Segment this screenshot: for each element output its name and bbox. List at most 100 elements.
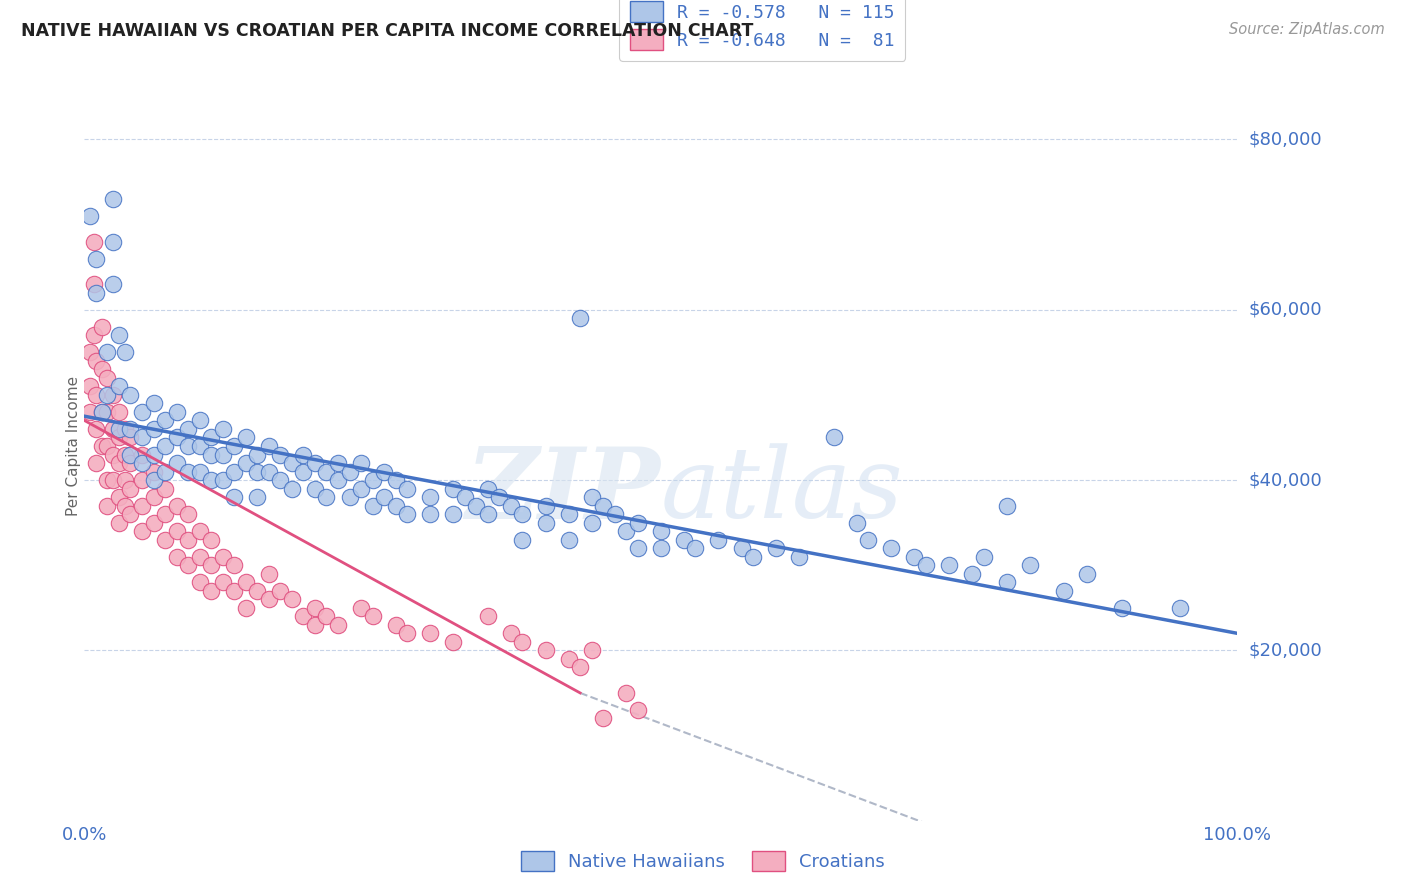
Point [361, 473, 384, 487]
Point [200, 473, 222, 487]
Point [103, 448, 124, 462]
Point [350, 600, 373, 615]
Point [200, 430, 222, 444]
Point [114, 499, 136, 513]
Point [765, 541, 787, 556]
Point [153, 507, 176, 521]
Point [592, 499, 614, 513]
Point [142, 465, 165, 479]
Point [114, 448, 136, 462]
Point [730, 541, 752, 556]
Point [315, 465, 337, 479]
Point [84, 422, 107, 436]
Point [614, 524, 637, 538]
Point [153, 465, 176, 479]
Point [96, 439, 118, 453]
Point [557, 652, 579, 666]
Point [131, 499, 153, 513]
Point [973, 549, 995, 564]
Point [373, 465, 395, 479]
Point [534, 516, 557, 530]
Point [177, 439, 200, 453]
Point [96, 345, 118, 359]
Point [103, 388, 124, 402]
Point [79, 405, 101, 419]
Point [114, 422, 136, 436]
Point [96, 499, 118, 513]
Point [224, 583, 246, 598]
Point [350, 456, 373, 470]
Point [235, 575, 257, 590]
Point [304, 600, 326, 615]
Point [823, 430, 845, 444]
Point [477, 507, 499, 521]
Point [419, 626, 441, 640]
Point [90, 405, 112, 419]
Point [592, 711, 614, 725]
Point [569, 311, 592, 326]
Point [120, 456, 142, 470]
Point [569, 660, 592, 674]
Text: $20,000: $20,000 [1249, 641, 1322, 659]
Point [1111, 600, 1133, 615]
Point [200, 558, 222, 573]
Point [235, 430, 257, 444]
Point [581, 490, 603, 504]
Point [108, 405, 131, 419]
Text: $40,000: $40,000 [1249, 471, 1322, 489]
Point [557, 507, 579, 521]
Point [499, 626, 522, 640]
Point [304, 482, 326, 496]
Point [96, 473, 118, 487]
Point [269, 448, 291, 462]
Point [396, 507, 419, 521]
Point [200, 533, 222, 547]
Point [83, 277, 105, 292]
Point [177, 533, 200, 547]
Point [142, 516, 165, 530]
Point [707, 533, 730, 547]
Text: atlas: atlas [661, 443, 904, 539]
Point [304, 617, 326, 632]
Point [79, 209, 101, 223]
Text: NATIVE HAWAIIAN VS CROATIAN PER CAPITA INCOME CORRELATION CHART: NATIVE HAWAIIAN VS CROATIAN PER CAPITA I… [21, 22, 754, 40]
Point [108, 430, 131, 444]
Point [120, 482, 142, 496]
Point [292, 448, 315, 462]
Point [257, 592, 280, 607]
Point [787, 549, 810, 564]
Point [685, 541, 707, 556]
Point [166, 456, 188, 470]
Point [257, 439, 280, 453]
Point [603, 507, 626, 521]
Text: $80,000: $80,000 [1249, 130, 1322, 148]
Point [1076, 566, 1098, 581]
Point [120, 507, 142, 521]
Legend: Native Hawaiians, Croatians: Native Hawaiians, Croatians [515, 844, 891, 879]
Point [142, 448, 165, 462]
Point [120, 422, 142, 436]
Point [211, 575, 233, 590]
Point [880, 541, 903, 556]
Point [84, 354, 107, 368]
Point [454, 490, 477, 504]
Point [361, 499, 384, 513]
Point [120, 388, 142, 402]
Point [83, 328, 105, 343]
Text: ZIP: ZIP [465, 442, 661, 539]
Point [512, 507, 534, 521]
Point [373, 490, 395, 504]
Text: $60,000: $60,000 [1249, 301, 1322, 318]
Point [281, 592, 304, 607]
Point [235, 600, 257, 615]
Point [477, 609, 499, 624]
Point [281, 456, 304, 470]
Point [995, 499, 1018, 513]
Point [304, 456, 326, 470]
Point [131, 456, 153, 470]
Point [396, 626, 419, 640]
Point [108, 379, 131, 393]
Point [224, 490, 246, 504]
Point [96, 405, 118, 419]
Point [419, 490, 441, 504]
